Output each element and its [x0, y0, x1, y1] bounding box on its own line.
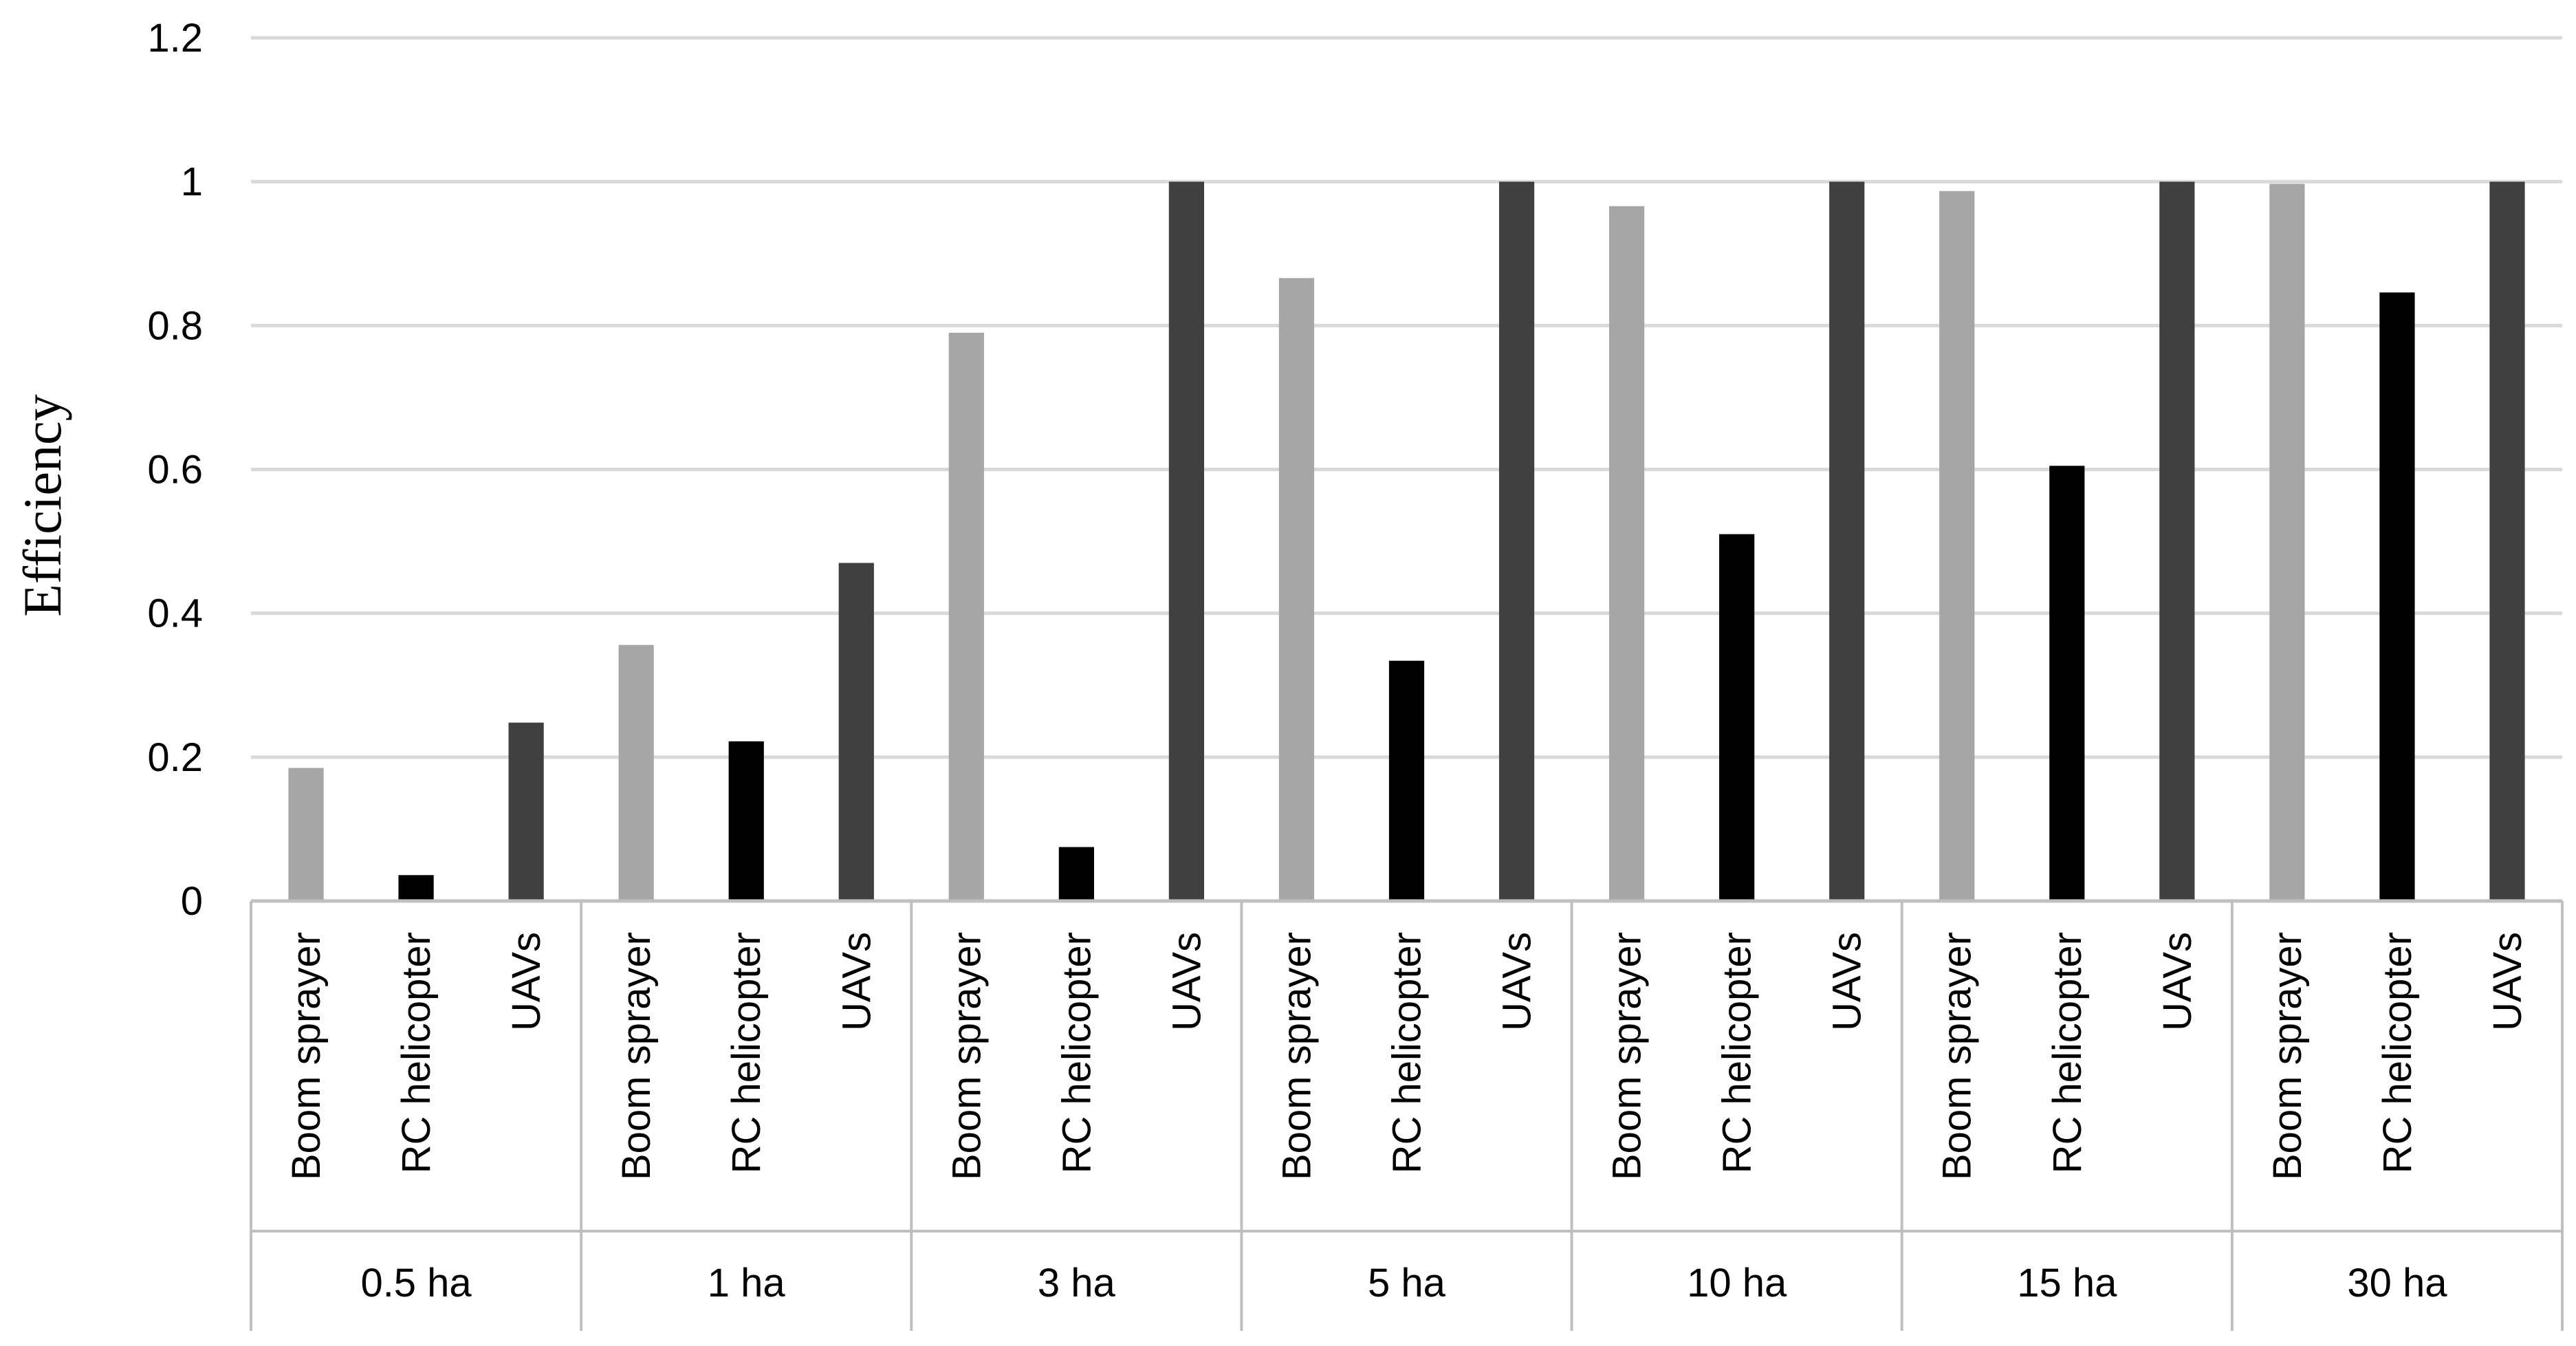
y-tick-label: 1.2 [147, 16, 203, 61]
category-label: Boom sprayer [2265, 932, 2310, 1180]
gridlines [251, 36, 2562, 759]
y-tick-label: 0.2 [147, 735, 203, 780]
bar-rc-helicopter [2379, 292, 2415, 902]
bar-rc-helicopter [398, 875, 434, 901]
group-label: 0.5 ha [360, 1261, 472, 1305]
category-label: UAVs [504, 932, 549, 1031]
bar-boom-sprayer [1939, 191, 1975, 902]
category-labels: Boom sprayer RC helicopter UAVs Boom spraye… [284, 932, 2530, 1180]
category-label: Boom sprayer [944, 932, 989, 1180]
group-label: 10 ha [1687, 1261, 1787, 1305]
y-tick-label: 0.8 [147, 303, 203, 348]
category-label: UAVs [2155, 932, 2200, 1031]
group-label: 15 ha [2017, 1261, 2117, 1305]
category-label: UAVs [1825, 932, 1870, 1031]
y-tick-label: 1 [181, 160, 203, 204]
bar-boom-sprayer [1278, 278, 1315, 901]
category-label: Boom sprayer [614, 932, 659, 1180]
category-label: Boom sprayer [1605, 932, 1650, 1180]
category-label: RC helicopter [1054, 932, 1099, 1173]
y-axis-title: Efficiency [12, 394, 72, 616]
bar-uavs [508, 722, 544, 901]
bar-rc-helicopter [1058, 847, 1094, 901]
bar-boom-sprayer [948, 332, 984, 902]
category-label: RC helicopter [1715, 932, 1760, 1173]
group-labels: 0.5 ha 1 ha 3 ha 5 ha 10 ha 15 ha 30 ha [360, 1261, 2447, 1305]
bar-boom-sprayer [1608, 206, 1645, 902]
bar-uavs [2489, 182, 2525, 902]
group-label: 30 ha [2347, 1261, 2447, 1305]
category-label: Boom sprayer [284, 932, 329, 1180]
bars [288, 182, 2525, 902]
category-label: Boom sprayer [1274, 932, 1319, 1180]
bar-uavs [2159, 182, 2195, 902]
category-label: RC helicopter [2375, 932, 2420, 1173]
y-tick-labels: 0 0.2 0.4 0.6 0.8 1 1.2 [147, 16, 203, 924]
bar-boom-sprayer [618, 644, 654, 901]
category-label: UAVs [2485, 932, 2530, 1031]
category-label: RC helicopter [1385, 932, 1430, 1173]
bar-uavs [1168, 182, 1205, 902]
category-label: UAVs [1164, 932, 1209, 1031]
group-label: 1 ha [708, 1261, 786, 1305]
group-label: 5 ha [1368, 1261, 1446, 1305]
bar-rc-helicopter [1719, 534, 1755, 901]
bar-rc-helicopter [728, 741, 764, 901]
y-tick-label: 0.6 [147, 448, 203, 492]
x-axis [250, 899, 2564, 1331]
bar-boom-sprayer [288, 768, 324, 901]
bar-uavs [1498, 182, 1535, 902]
bar-rc-helicopter [1388, 660, 1425, 901]
y-tick-label: 0.4 [147, 591, 203, 636]
category-label: UAVs [1495, 932, 1540, 1031]
bar-boom-sprayer [2269, 184, 2305, 901]
category-label: UAVs [834, 932, 879, 1031]
bar-uavs [838, 563, 874, 901]
group-label: 3 ha [1038, 1261, 1116, 1305]
category-label: RC helicopter [394, 932, 439, 1173]
category-label: Boom sprayer [1935, 932, 1980, 1180]
y-tick-label: 0 [181, 879, 203, 924]
bar-rc-helicopter [2049, 466, 2085, 901]
category-label: RC helicopter [724, 932, 769, 1173]
bar-uavs [1829, 182, 1865, 902]
category-label: RC helicopter [2045, 932, 2090, 1173]
